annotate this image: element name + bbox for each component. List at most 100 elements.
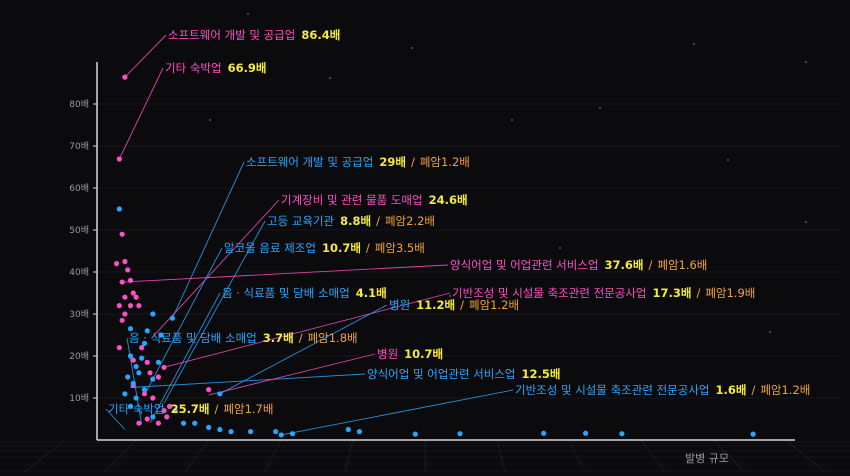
pink-point bbox=[139, 345, 145, 351]
pink-point bbox=[116, 303, 122, 309]
annotation-label: 병원 10.7배 bbox=[377, 347, 443, 361]
leader-line bbox=[118, 67, 164, 160]
annotation-value: 17.3배 bbox=[652, 286, 691, 300]
axes bbox=[96, 62, 795, 441]
annotation-value: 1.6배 bbox=[715, 383, 746, 397]
leader-line bbox=[144, 247, 223, 396]
annotation-label: 양식어업 및 어업관련 서비스업 37.6배 / 폐암1.6배 bbox=[450, 258, 707, 272]
annotation-name: 병원 bbox=[389, 298, 410, 312]
x-axis-label: 발병 규모 bbox=[685, 452, 729, 465]
pink-point bbox=[161, 408, 167, 414]
y-tick-label: 10배 bbox=[69, 393, 89, 404]
leader-line bbox=[281, 389, 514, 436]
annotation-separator: / bbox=[460, 298, 464, 312]
blue-point bbox=[133, 395, 139, 401]
star bbox=[209, 119, 211, 121]
annotation-extra: 폐암1.6배 bbox=[657, 258, 707, 272]
pink-point bbox=[136, 420, 142, 426]
leader-line bbox=[122, 264, 449, 283]
grid-line bbox=[344, 439, 354, 473]
annotation-value: 25.7배 bbox=[171, 402, 210, 416]
pink-point bbox=[127, 277, 134, 283]
star bbox=[329, 77, 331, 79]
annotation-label: 소프트웨어 개발 및 공급업 86.4배 bbox=[168, 28, 340, 42]
annotation-extra: 폐암2.2배 bbox=[385, 214, 435, 228]
blue-point bbox=[127, 353, 134, 359]
y-tick-label: 60배 bbox=[69, 183, 89, 194]
annotation-label: 기계장비 및 관련 물품 도매업 24.6배 bbox=[281, 193, 468, 207]
leader-line bbox=[130, 373, 366, 388]
annotation-extra: 폐암1.2배 bbox=[420, 155, 470, 169]
star bbox=[769, 331, 771, 333]
blue-point bbox=[619, 431, 625, 437]
blue-point bbox=[192, 420, 198, 426]
pink-point bbox=[116, 156, 122, 162]
annotation-separator: / bbox=[751, 383, 755, 397]
annotation-value: 12.5배 bbox=[522, 367, 561, 381]
annotation-value: 11.2배 bbox=[416, 298, 455, 312]
blue-point bbox=[141, 387, 148, 393]
star bbox=[693, 43, 695, 45]
annotation-value: 29배 bbox=[379, 155, 406, 169]
pink-point bbox=[155, 420, 162, 426]
blue-point bbox=[169, 315, 175, 321]
pink-point bbox=[164, 414, 170, 420]
data-points bbox=[113, 74, 756, 438]
leader-line bbox=[149, 292, 221, 423]
star bbox=[247, 13, 249, 15]
blue-point bbox=[116, 206, 122, 212]
blue-point bbox=[217, 426, 223, 433]
annotation-label: 기반조성 및 시설물 축조관련 전문공사업 1.6배 / 폐암1.2배 bbox=[515, 383, 810, 397]
grid-line bbox=[785, 439, 826, 473]
annotation-separator: / bbox=[299, 331, 303, 345]
blue-point bbox=[541, 430, 547, 436]
pink-point bbox=[206, 387, 212, 393]
y-tick-label: 20배 bbox=[69, 351, 89, 362]
annotation-label: 음 · 식료품 및 담배 소매업 4.1배 bbox=[222, 286, 387, 300]
leader-line bbox=[124, 34, 167, 78]
annotation-extra: 폐암1.9배 bbox=[705, 286, 755, 300]
leader-line bbox=[219, 304, 388, 395]
blue-point bbox=[206, 424, 212, 430]
annotation-extra: 폐암1.7배 bbox=[223, 402, 273, 416]
blue-point bbox=[356, 429, 363, 435]
blue-point bbox=[127, 326, 134, 332]
blue-point bbox=[130, 380, 136, 386]
blue-point bbox=[273, 429, 279, 435]
blue-point bbox=[155, 359, 162, 365]
blue-point bbox=[228, 429, 234, 435]
annotation-name: 소프트웨어 개발 및 공급업 bbox=[168, 28, 295, 42]
annotation-name: 양식어업 및 어업관련 서비스업 bbox=[450, 258, 599, 272]
grid-line bbox=[496, 439, 506, 473]
annotation-value: 8.8배 bbox=[340, 214, 371, 228]
blue-point bbox=[457, 431, 463, 437]
grid-line bbox=[264, 439, 282, 473]
pink-point bbox=[119, 231, 125, 237]
pink-point bbox=[161, 364, 167, 370]
blue-point bbox=[412, 431, 418, 437]
leader-lines bbox=[105, 34, 514, 436]
blue-point bbox=[278, 432, 284, 438]
y-tick-label: 30배 bbox=[69, 309, 89, 320]
star bbox=[411, 47, 413, 49]
pink-point bbox=[155, 374, 162, 380]
annotation-name: 알코올 음료 제조업 bbox=[224, 241, 316, 255]
leader-line bbox=[163, 220, 266, 404]
annotation-name: 기타 숙박업 bbox=[108, 402, 165, 416]
pink-point bbox=[130, 357, 136, 363]
grid-line bbox=[24, 439, 65, 473]
blue-point bbox=[345, 426, 351, 433]
pink-point bbox=[113, 261, 120, 267]
annotation-name: 고등 교육기관 bbox=[267, 214, 335, 228]
blue-point bbox=[180, 420, 187, 426]
annotation-label: 기반조성 및 시설물 축조관련 전문공사업 17.3배 / 폐암1.9배 bbox=[452, 286, 755, 300]
grid-line bbox=[712, 439, 746, 473]
blue-point bbox=[122, 391, 128, 397]
annotation-label: 양식어업 및 어업관련 서비스업 12.5배 bbox=[367, 367, 560, 381]
annotation-value: 4.1배 bbox=[356, 286, 387, 300]
annotation-value: 10.7배 bbox=[322, 241, 361, 255]
blue-point bbox=[247, 429, 254, 435]
blue-point bbox=[125, 374, 131, 380]
